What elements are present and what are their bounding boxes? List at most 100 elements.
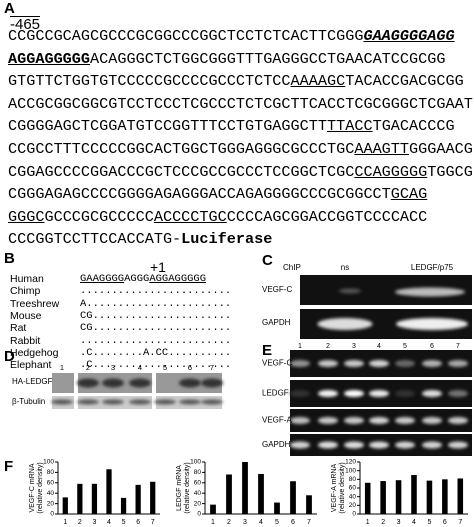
bar xyxy=(395,480,402,514)
aligned-sequence: CG...................... xyxy=(80,310,231,322)
lane-number: 6 xyxy=(188,363,192,372)
y-tick-label: 0 xyxy=(352,511,356,518)
x-tick-label: 3 xyxy=(92,519,96,526)
species-name: Hedgehog xyxy=(10,346,59,359)
chip-header: ChIP xyxy=(283,263,301,272)
x-tick-label: 7 xyxy=(151,519,155,526)
y-axis-label: LEDGF mRNA xyxy=(176,465,183,511)
sequence-segment: GGGC xyxy=(8,207,45,226)
panel-label: E xyxy=(262,342,273,359)
sequence-segment: CGGGAGAGCCCCGGGGAGAGGGACCAGAGGGGCCCGCGGC… xyxy=(8,185,391,204)
chip-column: ns xyxy=(341,263,349,272)
sequence-line: ACCGCGGCGGCGTCCTCCCTCGCCCTCTCGCTTCACCTCG… xyxy=(8,95,473,113)
sequence-line: GTGTTCTGGTGTCCCCCGCCCCGCCCTCTCCAAAAGCTAC… xyxy=(8,72,464,90)
sequence-segment: GGGAACG xyxy=(409,140,473,158)
gel-band xyxy=(290,441,310,449)
bar xyxy=(210,504,216,514)
sequence-segment: CCGCCTTTCCCCCGGCACTGGCTGGGAGGGCGCCCTGC xyxy=(8,140,355,158)
gel-band xyxy=(396,318,468,330)
gel-band xyxy=(290,360,310,367)
bar xyxy=(364,482,371,514)
position-label: -465 xyxy=(10,16,41,33)
sequence-line: CCGCCGCAGCGCCCGCGGCCCGGCTCCTCTCACTTCGGGG… xyxy=(8,27,455,45)
x-tick-label: 6 xyxy=(443,519,447,526)
species-name: Treeshrew xyxy=(10,297,60,310)
lane-number: 7 xyxy=(210,363,214,372)
row-label: VEGF-A xyxy=(262,416,292,425)
y-tick-label: 80 xyxy=(349,476,357,483)
sequence-segment: ........................ xyxy=(80,285,232,298)
bar xyxy=(306,495,312,514)
aligned-sequence: .C........A.CC.......... xyxy=(80,347,231,359)
y-axis-label: (relative density) xyxy=(184,462,191,513)
y-tick-label: 60 xyxy=(194,480,202,487)
y-tick-label: 40 xyxy=(349,493,357,500)
sequence-line: GGGCGCCCGCGCCCCCACCCCTGCCCCCAGCGGACCGGTC… xyxy=(8,208,427,226)
panel-label: C xyxy=(262,252,273,269)
aligned-sequence: GAAGGGGAGGGAGGAGGGGG xyxy=(80,273,206,285)
x-tick-label: 5 xyxy=(427,519,431,526)
sequence-segment: CG...................... xyxy=(80,322,232,335)
x-tick-label: 7 xyxy=(307,519,311,526)
sequence-segment: CCCCAGCGGACCGGTCCCCACC xyxy=(226,207,428,226)
gel-band xyxy=(422,441,442,449)
bar xyxy=(91,483,98,514)
sequence-segment: GTGTTCTGGTGTCCCCCGCCCCGCCCTCTCC xyxy=(8,72,291,91)
bar xyxy=(77,483,83,514)
sequence-line: CCCGGTCCTTCCACCATG-Luciferase xyxy=(8,230,272,248)
species-name: Human xyxy=(10,273,44,285)
sequence-segment: ACAGGGCTCTGGCGGGTTTGAGGGCCTGAACATCCGCGG xyxy=(90,49,446,68)
species-name: Elephant xyxy=(10,359,52,372)
row-label: VEGF-C xyxy=(262,359,292,368)
row-label: GAPDH xyxy=(262,318,291,327)
y-tick-label: 60 xyxy=(349,485,357,492)
gel-band xyxy=(395,417,415,424)
x-tick-label: 6 xyxy=(291,519,295,526)
sequence-segment: GCAG xyxy=(390,185,428,204)
sequence-segment: TGGCG xyxy=(427,162,473,181)
gel-band xyxy=(339,288,361,294)
gel-band xyxy=(77,378,99,388)
sequence-segment: Luciferase xyxy=(181,230,273,249)
sequence-segment: CG...................... xyxy=(80,309,232,322)
gel-band xyxy=(102,399,124,405)
x-tick-label: 4 xyxy=(259,519,263,526)
row-label: VEGF-C xyxy=(262,285,292,294)
aligned-sequence: ........................ xyxy=(80,335,231,347)
sequence-segment: CGGGGAGCTCGGATGTCCGGTTTCCTGTGAGGCTT xyxy=(8,117,327,136)
sequence-segment: TACACCGACGCGG xyxy=(345,72,464,91)
y-axis-label: (relative density) xyxy=(339,462,346,513)
y-tick-label: 100 xyxy=(190,459,201,466)
y-tick-label: 80 xyxy=(194,469,202,476)
y-tick-label: 20 xyxy=(349,502,357,509)
x-tick-label: 5 xyxy=(275,519,279,526)
x-tick-label: 2 xyxy=(78,519,82,526)
sequence-segment: CCAGGGGG xyxy=(354,162,428,181)
row-label: HA-LEDGF xyxy=(12,377,53,386)
aligned-sequence: ........................ xyxy=(80,285,231,297)
lane-number: 5 xyxy=(403,343,407,350)
y-tick-label: 20 xyxy=(47,500,55,507)
panel-label: A xyxy=(4,0,15,17)
sequence-segment: AAAAGC xyxy=(290,72,346,91)
sequence-segment: CCGCCGCAGCGCCCGCGGCCCGGCTCCTCTCACTTCGGG xyxy=(8,27,364,45)
sequence-segment: TTACC xyxy=(327,117,373,136)
y-tick-label: 100 xyxy=(345,467,356,474)
bar xyxy=(442,479,448,514)
bar xyxy=(62,497,68,514)
y-tick-label: 60 xyxy=(47,480,55,487)
gel-band xyxy=(201,378,223,388)
sequence-segment: GAAGGGGAGG xyxy=(363,27,455,45)
bar xyxy=(226,474,232,514)
bar xyxy=(150,481,156,514)
species-name: Mouse xyxy=(10,309,42,322)
lane-number: 5 xyxy=(163,363,167,372)
gel-band xyxy=(51,399,73,405)
bar xyxy=(457,478,464,514)
x-tick-label: 5 xyxy=(122,519,126,526)
sequence-line: CGGAGCCCCGGACCCGCTCCCGCCGCCCTCCGGCTCGCCC… xyxy=(8,163,473,181)
sequence-line: CCGCCTTTCCCCCGGCACTGGCTGGGAGGGCGCCCTGCAA… xyxy=(8,140,473,158)
row-label: LEDGF xyxy=(262,389,289,398)
lane-separator xyxy=(74,373,78,409)
